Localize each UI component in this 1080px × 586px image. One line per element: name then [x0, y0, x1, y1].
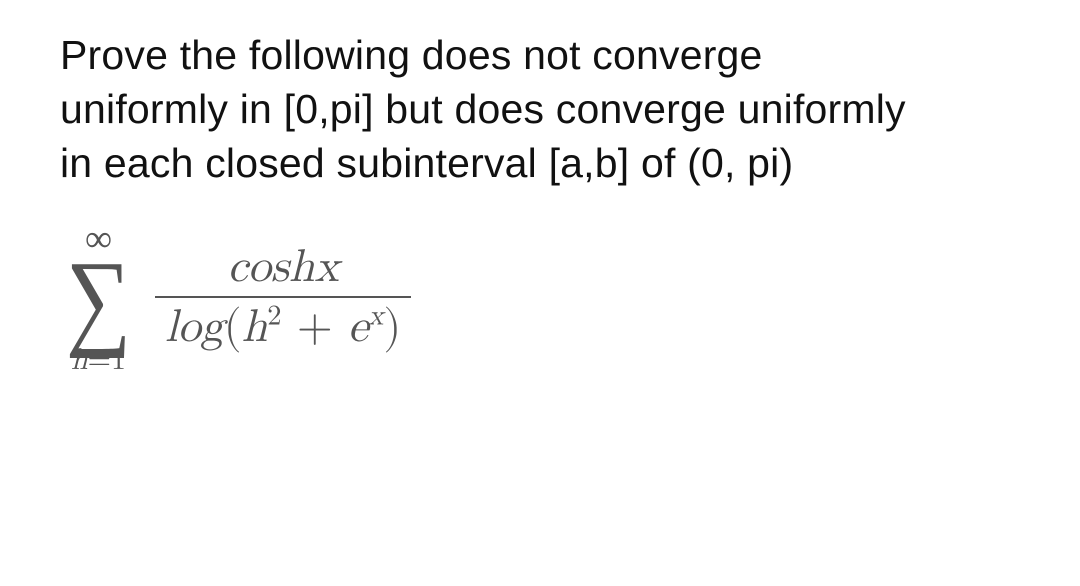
- e-var: e: [348, 304, 368, 350]
- problem-line-3: in each closed subinterval [a,b] of (0, …: [60, 140, 793, 186]
- page-body: Prove the following does not converge un…: [0, 0, 1080, 375]
- h-var: h: [242, 304, 268, 350]
- paren-close: ): [383, 304, 401, 350]
- plus-sign: +: [282, 304, 348, 350]
- summation-symbol: ∞ ∑ h=1: [60, 220, 137, 374]
- fraction: coshx log(h2 + ex): [155, 244, 411, 350]
- problem-line-1: Prove the following does not converge: [60, 32, 763, 78]
- numerator: coshx: [217, 244, 348, 296]
- sigma-glyph: ∑: [66, 258, 131, 342]
- cosh-arg: x: [315, 244, 339, 290]
- problem-line-2: uniformly in [0,pi] but does converge un…: [60, 86, 906, 132]
- denominator: log(h2 + ex): [155, 298, 411, 350]
- cosh-fn: cosh: [227, 244, 314, 290]
- problem-statement: Prove the following does not converge un…: [60, 28, 1020, 190]
- e-exponent: x: [368, 302, 383, 331]
- paren-open: (: [224, 304, 242, 350]
- log-fn: log: [165, 304, 224, 350]
- series-formula: ∞ ∑ h=1 coshx log(h2 + ex): [60, 220, 1020, 374]
- h-exponent: 2: [267, 302, 281, 331]
